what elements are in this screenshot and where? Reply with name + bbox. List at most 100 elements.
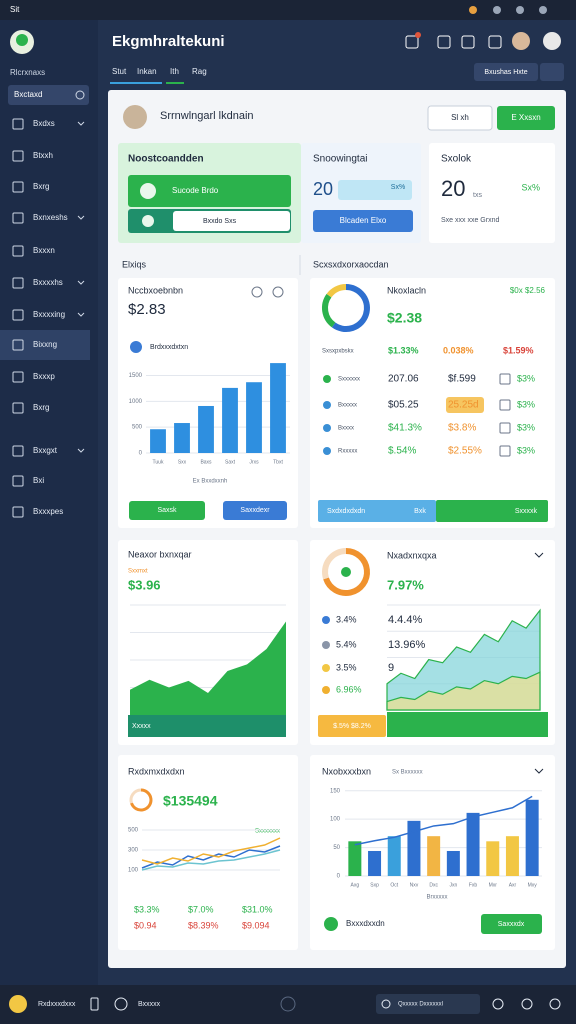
x-tick-label: Axg xyxy=(351,882,360,888)
button-label: Blcaden Elxo xyxy=(340,216,387,225)
y-tick-label: 1500 xyxy=(129,373,143,379)
nav-item[interactable]: Bxnxeshs xyxy=(33,213,68,222)
cell: $.54% xyxy=(388,446,416,457)
section-title: Elxiqs xyxy=(122,259,147,269)
button-label: Saxxdexr xyxy=(240,507,270,514)
nav-item[interactable]: Bxdxs xyxy=(33,119,55,128)
nav-item[interactable]: Bxxxxing xyxy=(33,310,65,319)
card xyxy=(310,278,555,528)
header-icon[interactable] xyxy=(488,35,502,49)
button[interactable] xyxy=(427,105,493,131)
list-icon xyxy=(322,664,330,672)
nav-item[interactable]: Bxxxp xyxy=(33,372,55,381)
cell-icon xyxy=(499,373,511,385)
action-label: Bxushas Hxte xyxy=(484,69,527,76)
x-tick-label: Dxc xyxy=(429,882,438,888)
nav-icon xyxy=(12,309,24,321)
header-icon[interactable] xyxy=(437,35,451,49)
stat-value: $0.94 xyxy=(134,920,157,930)
nav-item[interactable]: Bxxgxt xyxy=(33,446,58,455)
line xyxy=(141,837,281,865)
row-icon xyxy=(323,447,331,455)
nav-item[interactable]: Bixxng xyxy=(33,340,57,349)
bar xyxy=(246,382,262,453)
y-tick-label: 500 xyxy=(132,425,143,431)
button-label: E Xxsxn xyxy=(511,113,540,122)
nav-item[interactable]: Bxxxxhs xyxy=(33,278,63,287)
stat-value: $3.3% xyxy=(134,904,160,914)
button-label: Sl xh xyxy=(451,113,469,122)
x-tick-label: Jxn xyxy=(449,882,457,888)
button[interactable] xyxy=(497,106,555,130)
bar xyxy=(222,387,238,453)
card-subtitle: Sxxmxt xyxy=(128,569,148,575)
nav-item[interactable]: Bxxxn xyxy=(33,246,55,255)
progress xyxy=(318,500,436,522)
button[interactable] xyxy=(313,210,413,232)
icon-button[interactable] xyxy=(540,63,564,81)
x-tick-label: Jrxs xyxy=(249,459,259,465)
donut-slice xyxy=(323,548,370,596)
tab[interactable]: Rag xyxy=(192,67,207,76)
nav-item[interactable]: Bxrg xyxy=(33,182,49,191)
button[interactable] xyxy=(128,175,291,207)
bar xyxy=(525,799,539,876)
button[interactable] xyxy=(129,501,205,520)
nav-icon xyxy=(12,118,24,130)
search-icon xyxy=(381,999,391,1009)
nav-item[interactable]: Bxrg xyxy=(33,403,49,412)
search-box[interactable] xyxy=(376,994,480,1014)
chevron xyxy=(77,448,85,453)
tab[interactable]: Stut xyxy=(112,67,127,76)
tab[interactable]: Inkan xyxy=(137,67,157,76)
button[interactable] xyxy=(481,914,542,934)
donut-slice xyxy=(130,788,153,812)
card-title: Noostcoandden xyxy=(128,154,204,165)
y-tick-label: 300 xyxy=(128,848,139,854)
bar xyxy=(270,363,286,453)
list-value: 3.5% xyxy=(336,662,357,672)
legend-label: Sxxxxxxx xyxy=(255,829,280,835)
card-value: $135494 xyxy=(163,793,218,809)
button[interactable] xyxy=(223,501,287,520)
row-icon xyxy=(323,375,331,383)
y-tick-label: 100 xyxy=(330,817,341,823)
cell: $41.3% xyxy=(388,423,422,434)
line xyxy=(141,849,281,871)
nav-item[interactable]: Bxxxpes xyxy=(33,507,63,516)
bar xyxy=(348,841,362,876)
tab[interactable]: Ith xyxy=(170,67,179,76)
donut-slice xyxy=(322,293,336,328)
stat-value: $8.39% xyxy=(188,920,219,930)
icon xyxy=(272,286,284,298)
card-value: $3.96 xyxy=(128,577,161,592)
x-tick-label: Oct xyxy=(390,882,398,888)
taskbar-app[interactable]: Bxxxxx xyxy=(138,1001,161,1008)
input xyxy=(173,211,290,231)
list-icon xyxy=(322,616,330,624)
nav-icon xyxy=(12,212,24,224)
donut-slice xyxy=(129,788,142,804)
search-box[interactable] xyxy=(8,85,89,105)
chevron xyxy=(534,768,544,774)
y-tick-label: 0 xyxy=(139,451,143,457)
stat-value: 9 xyxy=(388,662,394,674)
bar xyxy=(427,836,441,876)
avatar xyxy=(123,105,147,129)
footer-label: Bxk xyxy=(414,508,426,515)
header-icon[interactable] xyxy=(405,35,419,49)
footer-label: Bxxxdxxdn xyxy=(346,919,385,928)
icon xyxy=(140,183,156,199)
button-label: Sucode Brdo xyxy=(172,186,219,195)
table-header: $1.59% xyxy=(503,345,534,355)
header-icon[interactable] xyxy=(461,35,475,49)
nav-item[interactable]: Bxi xyxy=(33,476,44,485)
footer-bar xyxy=(387,712,548,737)
table-header: $1.33% xyxy=(388,345,419,355)
sidebar xyxy=(0,20,98,985)
nav-icon xyxy=(12,402,24,414)
action-button[interactable] xyxy=(474,63,538,81)
cell: $05.25 xyxy=(388,400,419,411)
nav-item[interactable]: Btxxh xyxy=(33,151,53,160)
x-axis-label: Ex Bxxdxxnh xyxy=(193,479,228,485)
